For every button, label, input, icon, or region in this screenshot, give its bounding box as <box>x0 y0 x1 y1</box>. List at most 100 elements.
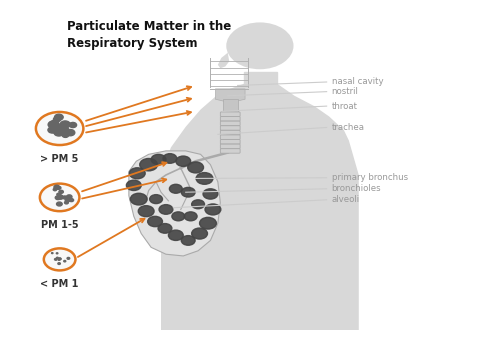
Circle shape <box>52 129 57 133</box>
FancyBboxPatch shape <box>220 130 240 135</box>
Circle shape <box>192 228 208 239</box>
Circle shape <box>66 195 72 199</box>
Circle shape <box>62 133 68 138</box>
Circle shape <box>172 212 184 221</box>
Circle shape <box>40 184 80 211</box>
FancyBboxPatch shape <box>220 149 240 153</box>
Circle shape <box>58 263 60 265</box>
FancyBboxPatch shape <box>220 112 240 117</box>
Circle shape <box>205 204 221 215</box>
Circle shape <box>226 22 294 69</box>
Circle shape <box>58 130 64 134</box>
FancyBboxPatch shape <box>220 144 240 149</box>
Circle shape <box>70 122 75 126</box>
Circle shape <box>56 257 58 259</box>
Circle shape <box>158 224 172 233</box>
Circle shape <box>59 190 64 193</box>
Circle shape <box>200 217 216 229</box>
Circle shape <box>48 121 58 128</box>
Circle shape <box>56 202 62 206</box>
Circle shape <box>56 124 66 131</box>
Text: alveoli: alveoli <box>332 195 359 204</box>
Text: bronchioles: bronchioles <box>332 184 381 193</box>
Circle shape <box>58 125 66 131</box>
Circle shape <box>159 205 173 214</box>
Text: nostril: nostril <box>332 87 358 96</box>
Text: nasal cavity: nasal cavity <box>332 77 383 86</box>
Circle shape <box>49 121 59 128</box>
Circle shape <box>57 196 60 198</box>
Circle shape <box>56 253 58 254</box>
Circle shape <box>130 193 147 205</box>
Circle shape <box>176 156 190 166</box>
Circle shape <box>148 216 162 227</box>
Circle shape <box>54 185 60 189</box>
Circle shape <box>70 198 73 202</box>
Circle shape <box>58 259 60 260</box>
Circle shape <box>126 180 141 190</box>
Circle shape <box>55 127 62 132</box>
Circle shape <box>36 112 84 145</box>
Circle shape <box>55 196 60 200</box>
Polygon shape <box>223 99 238 113</box>
FancyBboxPatch shape <box>220 140 240 144</box>
Circle shape <box>54 259 57 260</box>
Circle shape <box>62 196 67 199</box>
Circle shape <box>44 248 76 271</box>
Text: throat: throat <box>332 102 357 111</box>
Circle shape <box>170 184 182 193</box>
Circle shape <box>182 236 195 245</box>
Circle shape <box>57 187 61 189</box>
FancyBboxPatch shape <box>220 135 240 139</box>
Circle shape <box>64 201 68 204</box>
Circle shape <box>67 258 70 259</box>
Circle shape <box>168 230 183 240</box>
Text: trachea: trachea <box>332 123 364 132</box>
Circle shape <box>69 122 76 128</box>
Polygon shape <box>218 53 229 68</box>
Circle shape <box>138 206 154 217</box>
Circle shape <box>188 162 204 173</box>
Polygon shape <box>161 84 359 330</box>
Text: PM 1-5: PM 1-5 <box>41 220 78 230</box>
Text: Particulate Matter in the
Respiratory System: Particulate Matter in the Respiratory Sy… <box>67 20 232 49</box>
Circle shape <box>48 127 56 133</box>
Circle shape <box>64 260 66 262</box>
Circle shape <box>50 125 56 128</box>
Circle shape <box>58 195 62 198</box>
Circle shape <box>184 212 197 221</box>
FancyBboxPatch shape <box>220 117 240 121</box>
Circle shape <box>57 193 60 196</box>
Circle shape <box>52 120 58 124</box>
Circle shape <box>58 195 64 199</box>
Text: primary bronchus: primary bronchus <box>332 173 407 182</box>
Circle shape <box>196 173 213 184</box>
Circle shape <box>130 168 145 179</box>
Circle shape <box>54 117 60 122</box>
Circle shape <box>52 253 53 254</box>
Polygon shape <box>129 151 220 256</box>
Circle shape <box>66 130 75 136</box>
Circle shape <box>203 189 218 199</box>
Circle shape <box>60 121 70 128</box>
Text: > PM 5: > PM 5 <box>40 154 79 164</box>
Circle shape <box>59 130 65 134</box>
Circle shape <box>60 127 68 133</box>
Polygon shape <box>244 72 277 84</box>
Circle shape <box>55 186 60 189</box>
Circle shape <box>58 258 61 259</box>
Circle shape <box>54 114 63 120</box>
Circle shape <box>150 195 162 204</box>
Circle shape <box>192 200 204 209</box>
Circle shape <box>54 129 64 136</box>
Circle shape <box>57 126 64 130</box>
Polygon shape <box>216 89 245 103</box>
Text: < PM 1: < PM 1 <box>40 279 79 289</box>
Circle shape <box>151 154 166 164</box>
Circle shape <box>163 154 177 163</box>
Circle shape <box>182 187 195 197</box>
FancyBboxPatch shape <box>220 121 240 126</box>
Circle shape <box>59 258 61 260</box>
FancyBboxPatch shape <box>220 126 240 130</box>
Circle shape <box>65 198 70 202</box>
